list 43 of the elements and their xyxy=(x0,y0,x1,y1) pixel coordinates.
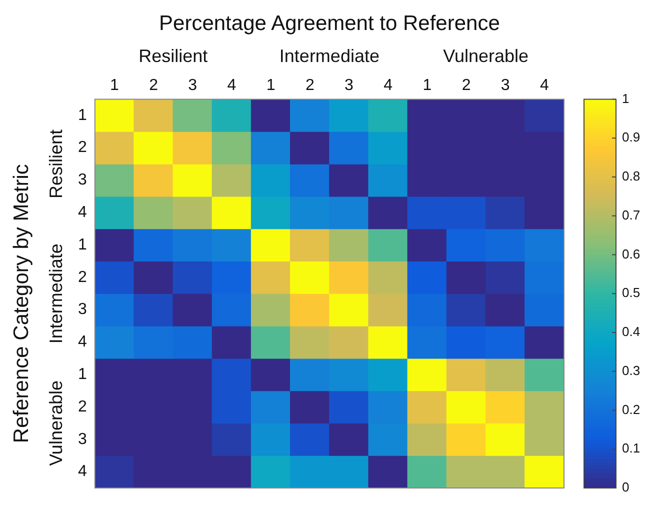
y-tick-label: 3 xyxy=(78,172,87,189)
text: Resilient xyxy=(138,46,208,66)
y-tick-label: 4 xyxy=(78,204,87,222)
y-tick-label: 1 xyxy=(78,106,87,124)
y-tick-label: 2 xyxy=(78,268,87,286)
y-tick-label: 4 xyxy=(78,334,87,351)
x-tick-label: 2 xyxy=(149,77,158,94)
color-bar-label: 0.1 xyxy=(622,440,640,456)
x-tick-label: 2 xyxy=(462,77,471,94)
color-bar-label: 0.8 xyxy=(622,168,640,184)
color-bar-label: 0.4 xyxy=(622,324,640,340)
color-bar-label: 0.3 xyxy=(622,362,640,378)
x-tick-label: 4 xyxy=(227,77,236,94)
y-tick-label: 2 xyxy=(78,139,87,156)
y-tick-label: 1 xyxy=(78,366,87,384)
y-tick-label: 2 xyxy=(78,398,87,416)
color-bar-label: 0.6 xyxy=(622,246,640,262)
color-bar-label: 0.7 xyxy=(622,207,640,222)
text: Intermediate xyxy=(46,244,66,344)
y-tick-label: 4 xyxy=(78,463,87,480)
color-bar-label: 0.9 xyxy=(622,130,640,145)
text: Vulnerable xyxy=(443,46,529,66)
color-bar-label: 0.5 xyxy=(622,285,640,300)
x-tick-label: 2 xyxy=(305,77,314,94)
color-bar-label: 0 xyxy=(622,480,630,495)
text: Intermediate xyxy=(279,46,380,66)
x-tick-label: 1 xyxy=(422,77,432,94)
x-tick-label: 4 xyxy=(384,77,393,94)
x-tick-label: 3 xyxy=(500,77,510,94)
x-tick-label: 3 xyxy=(344,77,354,94)
x-tick-label: 1 xyxy=(110,77,119,94)
y-axis-title: Reference Category by Metric xyxy=(10,164,33,444)
x-tick-label: 1 xyxy=(266,77,276,94)
chart-title: Percentage Agreement to Reference xyxy=(159,12,500,35)
color-bar-label: 1 xyxy=(622,90,630,106)
y-tick-label: 3 xyxy=(78,430,87,448)
color-bar-label: 0.2 xyxy=(622,402,640,417)
y-tick-label: 3 xyxy=(78,301,87,318)
y-tick-label: 1 xyxy=(78,236,87,254)
x-tick-label: 4 xyxy=(540,77,549,94)
text: Vulnerable xyxy=(46,380,66,466)
text: Resilient xyxy=(46,129,66,199)
x-tick-label: 3 xyxy=(188,77,198,94)
